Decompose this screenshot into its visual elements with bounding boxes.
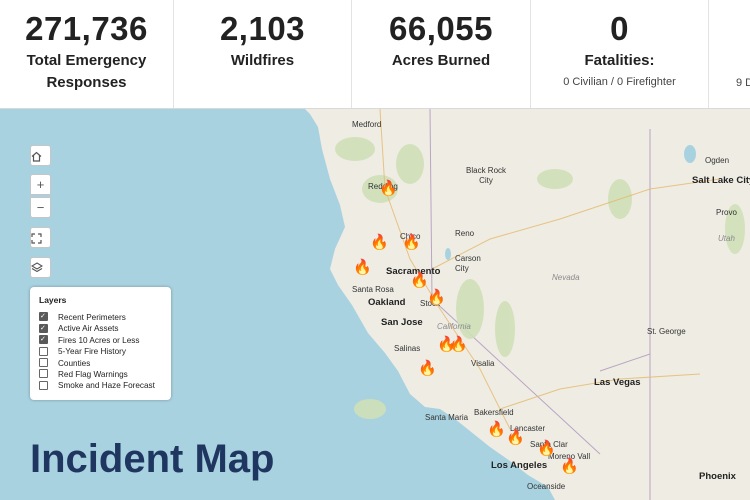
- fire-marker[interactable]: 🔥: [418, 360, 437, 377]
- city-label: Chico: [400, 232, 421, 241]
- layers-list: Recent Perimeters Active Air Assets Fire…: [39, 311, 155, 392]
- layer-item[interactable]: Recent Perimeters: [39, 311, 155, 323]
- layer-label: Active Air Assets: [58, 324, 119, 334]
- stat-label: Wildfires: [230, 52, 295, 69]
- city-label: Black Rock City: [466, 166, 507, 185]
- fire-marker[interactable]: 🔥: [427, 289, 446, 306]
- stat-acres-burned: 66,055 Acres Burned: [352, 0, 531, 108]
- city-label: Redding: [368, 182, 398, 191]
- stat-value: [709, 10, 750, 49]
- layers-title: Layers: [39, 295, 67, 305]
- city-label: Santa Rosa: [352, 285, 394, 294]
- layer-label: Smoke and Haze Forecast: [58, 381, 155, 391]
- city-label: Moreno Vall: [548, 452, 591, 461]
- city-label: Stock: [420, 299, 441, 308]
- city-label: Lancaster: [510, 424, 546, 433]
- layer-label: Recent Perimeters: [58, 313, 126, 322]
- stat-value: 271,736: [25, 10, 148, 47]
- stat-value: 0: [610, 10, 629, 47]
- layer-checkbox[interactable]: [39, 357, 48, 367]
- city-label: Bakersfield: [474, 408, 514, 417]
- layer-checkbox[interactable]: [39, 334, 48, 346]
- fullscreen-icon: [31, 233, 42, 244]
- state-label: Nevada: [552, 273, 580, 282]
- stat-subtext: 0 Civilian / 0 Firefighter: [563, 76, 676, 88]
- incident-map[interactable]: Medford Redding Chico Black Rock City Re…: [0, 109, 750, 500]
- fullscreen-button[interactable]: [30, 227, 51, 248]
- city-label: Ogden: [705, 156, 730, 165]
- stat-subtext: 9 D: [736, 77, 750, 89]
- city-label: Carson City: [455, 254, 481, 273]
- city-label: Provo: [716, 208, 737, 217]
- layer-label: Counties: [58, 358, 91, 368]
- layer-checkbox[interactable]: [39, 323, 48, 334]
- fire-marker[interactable]: 🔥: [402, 234, 421, 251]
- layers-button[interactable]: [30, 257, 51, 278]
- fire-marker[interactable]: 🔥: [370, 234, 389, 251]
- layer-checkbox[interactable]: [39, 369, 48, 379]
- layer-item[interactable]: Red Flag Warnings: [39, 369, 155, 380]
- fire-marker[interactable]: 🔥: [560, 458, 579, 475]
- stats-bar: 271,736 Total Emergency Responses 2,103 …: [0, 0, 750, 109]
- layer-label: 5-Year Fire History: [58, 347, 126, 357]
- city-label: Santa Clar: [530, 440, 568, 449]
- layer-checkbox[interactable]: [39, 311, 48, 323]
- layer-label: Red Flag Warnings: [58, 369, 128, 379]
- fire-marker[interactable]: 🔥: [379, 180, 398, 197]
- layer-label: Fires 10 Acres or Less: [58, 335, 140, 345]
- zoom-in-icon: +: [36, 177, 45, 192]
- state-label: Utah: [718, 234, 735, 243]
- fire-marker[interactable]: 🔥: [353, 259, 372, 276]
- fire-marker[interactable]: 🔥: [537, 440, 556, 457]
- layers-panel: Layers Recent Perimeters Active Air Asse…: [30, 287, 171, 400]
- fire-marker[interactable]: 🔥: [449, 336, 468, 353]
- stat-label: Acres Burned: [391, 52, 491, 69]
- fire-marker[interactable]: 🔥: [506, 429, 525, 446]
- fire-marker[interactable]: 🔥: [410, 272, 429, 289]
- zoom-in-button[interactable]: +: [30, 174, 51, 195]
- city-label: St. George: [647, 327, 686, 336]
- stat-label: Total Emergency Responses: [26, 52, 147, 91]
- stat-value: 66,055: [389, 10, 493, 47]
- home-button[interactable]: [30, 145, 51, 166]
- layer-item[interactable]: 5-Year Fire History: [39, 346, 155, 357]
- layer-item[interactable]: Active Air Assets: [39, 323, 155, 334]
- zoom-out-button[interactable]: −: [30, 197, 51, 218]
- stat-partial: 9 D: [709, 0, 750, 108]
- home-icon: [31, 151, 42, 162]
- city-label: Sacramento: [386, 266, 441, 277]
- layer-item[interactable]: Fires 10 Acres or Less: [39, 334, 155, 346]
- layer-item[interactable]: Smoke and Haze Forecast: [39, 380, 155, 391]
- stat-wildfires: 2,103 Wildfires: [174, 0, 352, 108]
- city-label: Los Angeles: [491, 460, 548, 471]
- city-label: Santa Maria: [425, 413, 469, 422]
- stat-fatalities: 0 Fatalities: 0 Civilian / 0 Firefighter: [531, 0, 709, 108]
- fire-marker[interactable]: 🔥: [487, 421, 506, 438]
- layer-checkbox[interactable]: [39, 380, 48, 390]
- zoom-out-icon: −: [36, 200, 45, 215]
- city-label: Oceanside: [527, 482, 566, 491]
- state-label: California: [437, 322, 471, 331]
- stat-label: [709, 51, 750, 73]
- layer-item[interactable]: Counties: [39, 357, 155, 369]
- city-label: Las Vegas: [594, 377, 641, 388]
- stat-total-emergency-responses: 271,736 Total Emergency Responses: [0, 0, 174, 108]
- layers-icon: [31, 262, 43, 273]
- city-label: Visalia: [471, 359, 495, 368]
- page-title: Incident Map: [30, 437, 275, 481]
- city-label: Medford: [352, 120, 382, 129]
- city-label: Oakland: [368, 297, 406, 308]
- city-label: Salinas: [394, 344, 421, 353]
- city-label: Reno: [455, 229, 475, 238]
- city-label: San Jose: [381, 317, 423, 328]
- city-label: Phoenix: [699, 471, 736, 482]
- stat-label: Fatalities:: [584, 52, 655, 69]
- fire-marker[interactable]: 🔥: [437, 336, 456, 353]
- city-label: Salt Lake City: [692, 175, 750, 186]
- stat-value: 2,103: [219, 10, 306, 47]
- layer-checkbox[interactable]: [39, 346, 48, 356]
